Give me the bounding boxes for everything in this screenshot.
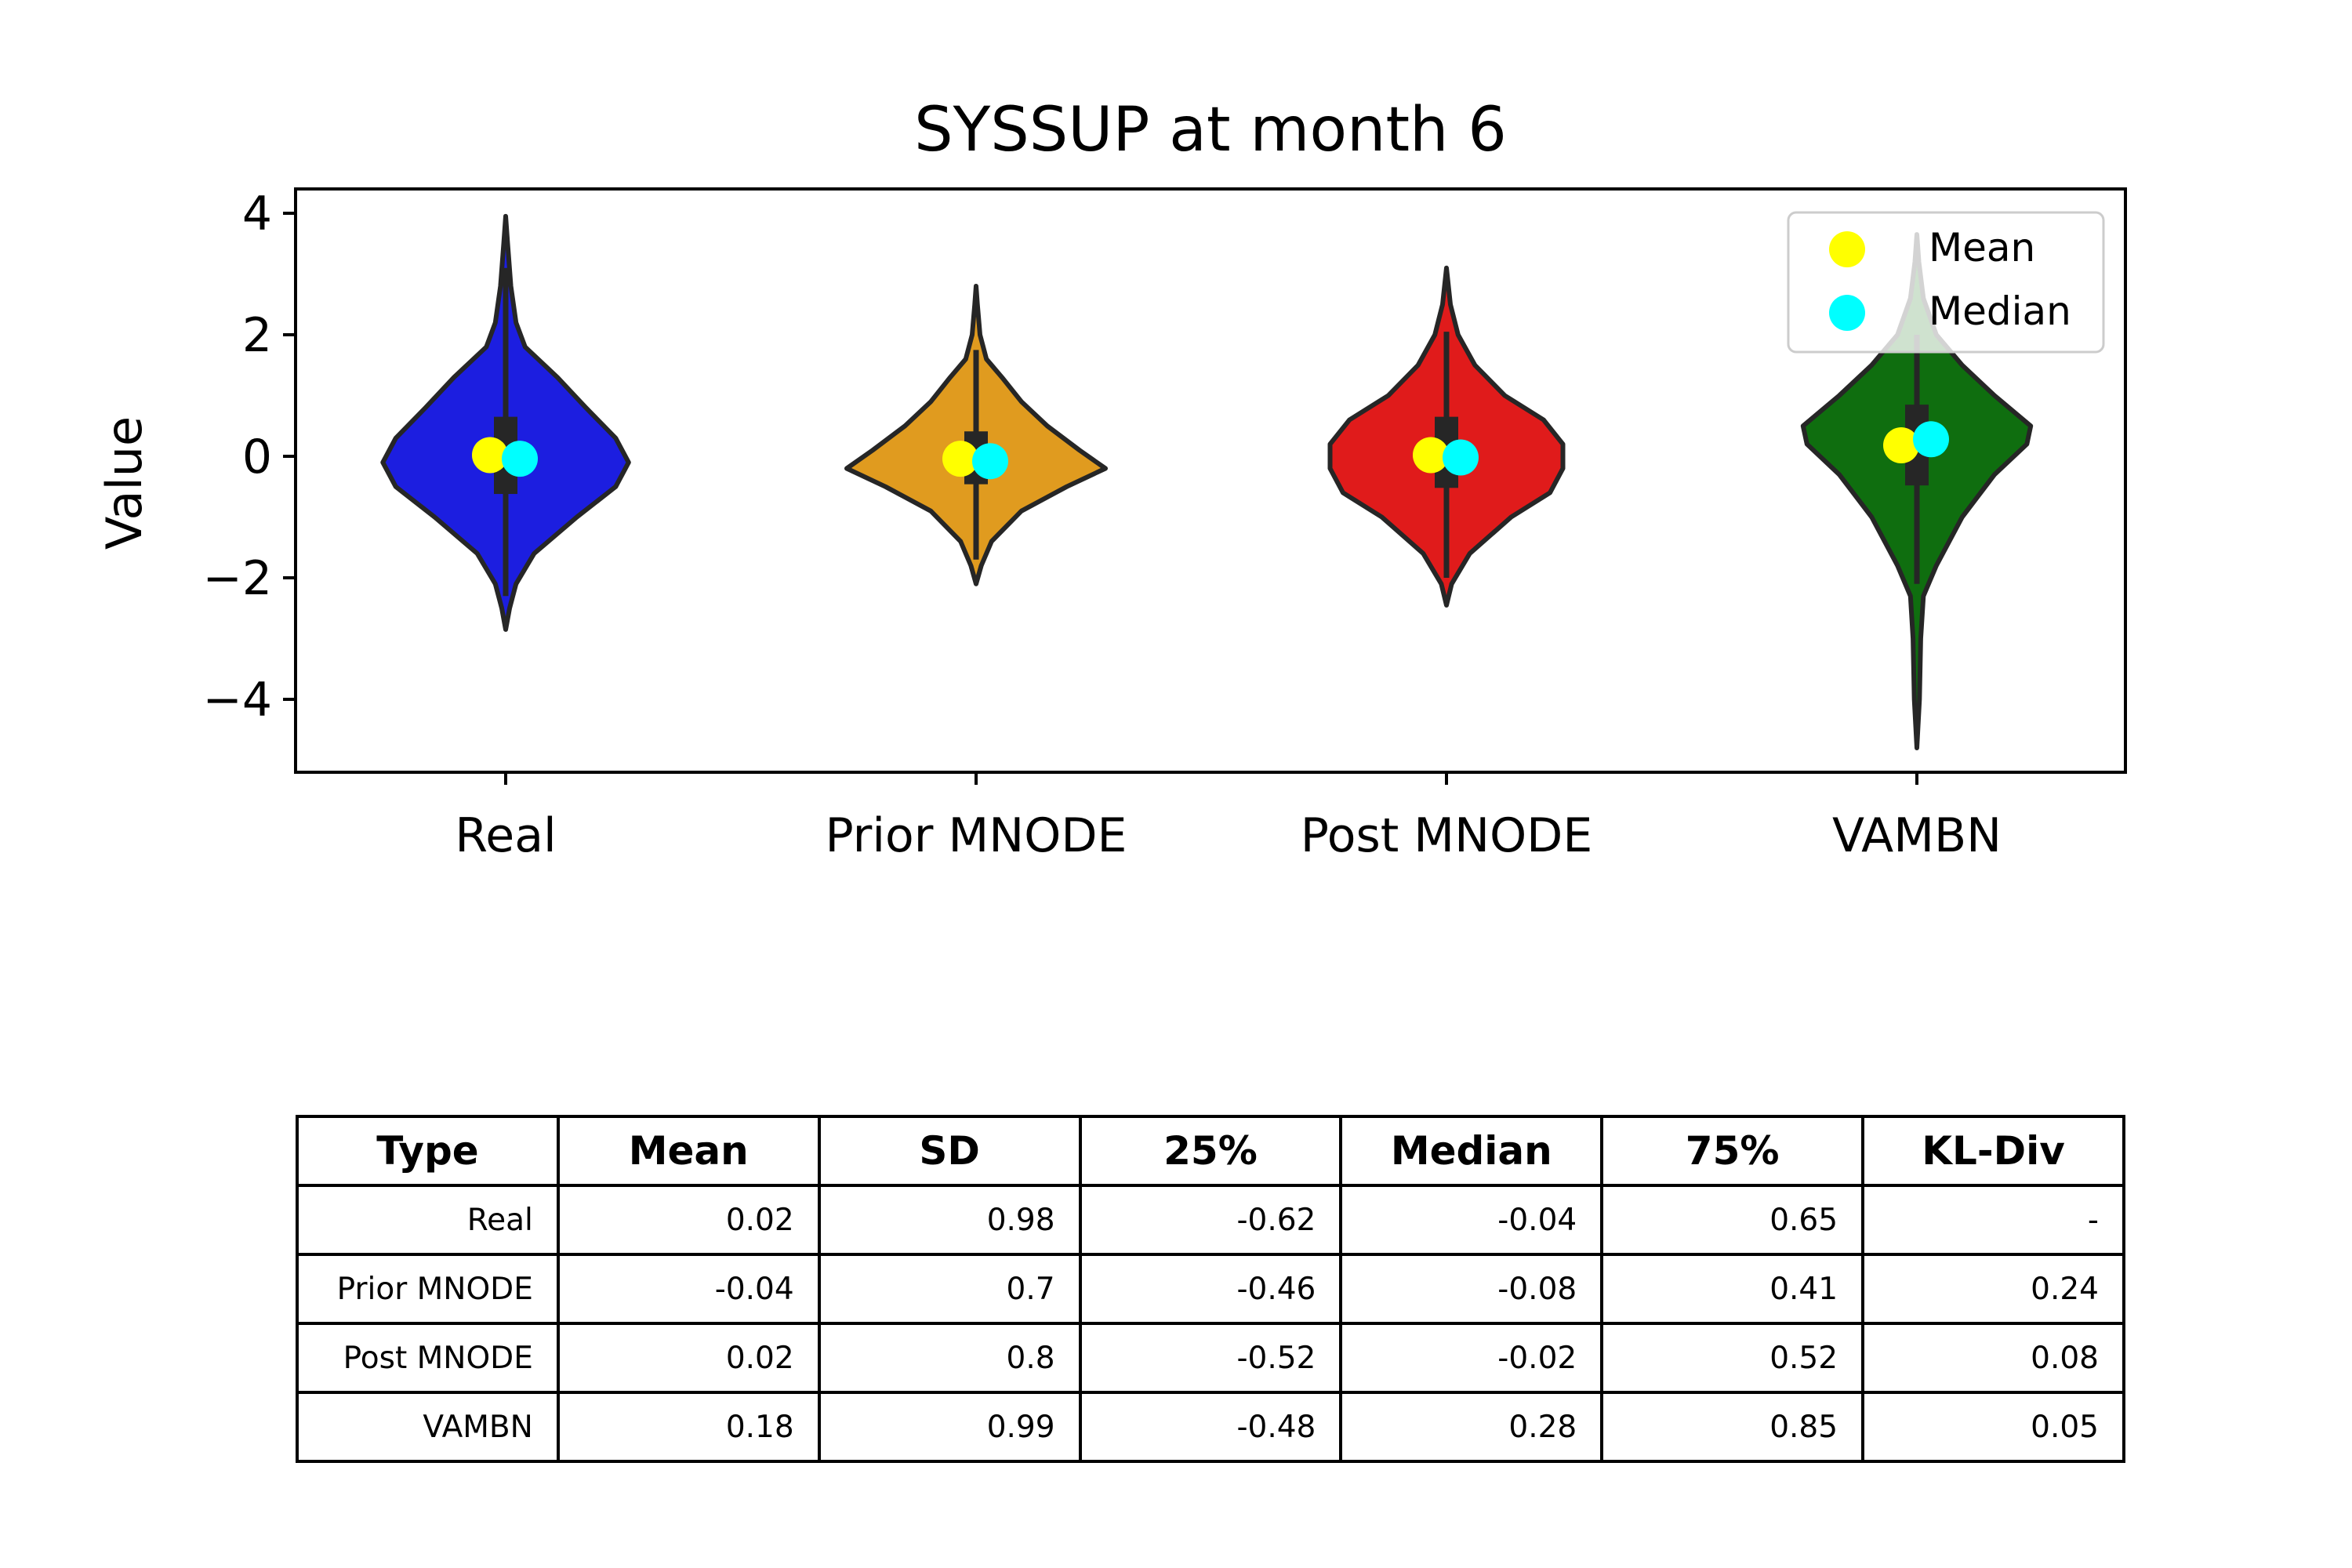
violin-post-mnode	[1327, 265, 1566, 608]
table-cell: Post MNODE	[296, 1322, 560, 1394]
table-cell: -0.08	[1339, 1253, 1604, 1325]
table-cell: 0.41	[1600, 1253, 1865, 1325]
table-header-cell: 25%	[1078, 1115, 1343, 1187]
table-cell: 0.52	[1600, 1322, 1865, 1394]
violin-real	[380, 213, 631, 632]
table-cell: -0.48	[1078, 1391, 1343, 1463]
mean-marker	[472, 437, 508, 474]
table-cell: 0.02	[556, 1184, 821, 1256]
legend-median-marker	[1829, 295, 1865, 331]
y-tick-label: 2	[242, 308, 272, 363]
x-tick-label: Real	[455, 808, 556, 863]
legend: Mean Median	[1787, 211, 2105, 354]
table-row: Real 0.02 0.98 -0.62 -0.04 0.65 -	[296, 1184, 2125, 1256]
table-cell: 0.99	[817, 1391, 1082, 1463]
y-tick-label: 0	[242, 430, 272, 485]
stats-table: Type Mean SD 25% Median 75% KL-Div Real …	[296, 1115, 2125, 1463]
y-axis-label: Value	[96, 416, 153, 550]
median-marker	[1443, 439, 1479, 476]
table-header-cell: Median	[1339, 1115, 1604, 1187]
legend-mean-label: Mean	[1929, 225, 2035, 270]
median-marker	[972, 443, 1008, 480]
table-cell: VAMBN	[296, 1391, 560, 1463]
table-cell: Prior MNODE	[296, 1253, 560, 1325]
table-row: Prior MNODE -0.04 0.7 -0.46 -0.08 0.41 0…	[296, 1253, 2125, 1325]
legend-median-label: Median	[1929, 289, 2071, 334]
table-header-cell: 75%	[1600, 1115, 1865, 1187]
table-cell: 0.98	[817, 1184, 1082, 1256]
y-tick-label: 4	[242, 187, 272, 241]
axis-ticks: 4 2 0 −2 −4 Real Prior MNODE Post MNODE VAMBN	[203, 187, 2002, 863]
table-header-cell: SD	[817, 1115, 1082, 1187]
table-header-cell: KL-Div	[1861, 1115, 2125, 1187]
table-cell: 0.28	[1339, 1391, 1604, 1463]
table-header-cell: Type	[296, 1115, 560, 1187]
table-cell: -0.62	[1078, 1184, 1343, 1256]
table-header-cell: Mean	[556, 1115, 821, 1187]
y-tick-label: −2	[203, 551, 272, 606]
x-tick-label: Post MNODE	[1301, 808, 1593, 863]
table-cell: -0.04	[556, 1253, 821, 1325]
mean-marker	[1413, 437, 1449, 474]
table-cell: 0.05	[1861, 1391, 2125, 1463]
table-cell: 0.7	[817, 1253, 1082, 1325]
table-cell: Real	[296, 1184, 560, 1256]
table-cell: 0.65	[1600, 1184, 1865, 1256]
chart-title: SYSSUP at month 6	[914, 95, 1507, 165]
table-cell: -	[1861, 1184, 2125, 1256]
table-header-row: Type Mean SD 25% Median 75% KL-Div	[296, 1115, 2125, 1187]
table-cell: -0.02	[1339, 1322, 1604, 1394]
legend-frame	[1787, 211, 2105, 354]
table-cell: 0.85	[1600, 1391, 1865, 1463]
table-cell: 0.24	[1861, 1253, 2125, 1325]
table-row: Post MNODE 0.02 0.8 -0.52 -0.02 0.52 0.0…	[296, 1322, 2125, 1394]
y-tick-label: −4	[203, 673, 272, 728]
violin-prior-mnode	[844, 284, 1108, 586]
violins	[380, 213, 2034, 750]
mean-marker	[942, 441, 978, 477]
table-cell: -0.52	[1078, 1322, 1343, 1394]
table-cell: 0.08	[1861, 1322, 2125, 1394]
x-tick-label: VAMBN	[1832, 808, 2002, 863]
table-cell: 0.8	[817, 1322, 1082, 1394]
table-cell: -0.04	[1339, 1184, 1604, 1256]
table-cell: 0.02	[556, 1322, 821, 1394]
legend-mean-marker	[1829, 231, 1865, 267]
table-cell: 0.18	[556, 1391, 821, 1463]
mean-marker	[1883, 427, 1919, 464]
x-tick-label: Prior MNODE	[826, 808, 1127, 863]
median-marker	[1913, 421, 1949, 458]
median-marker	[502, 441, 538, 477]
table-cell: -0.46	[1078, 1253, 1343, 1325]
table-row: VAMBN 0.18 0.99 -0.48 0.28 0.85 0.05	[296, 1391, 2125, 1463]
plot-frame	[294, 187, 2127, 774]
